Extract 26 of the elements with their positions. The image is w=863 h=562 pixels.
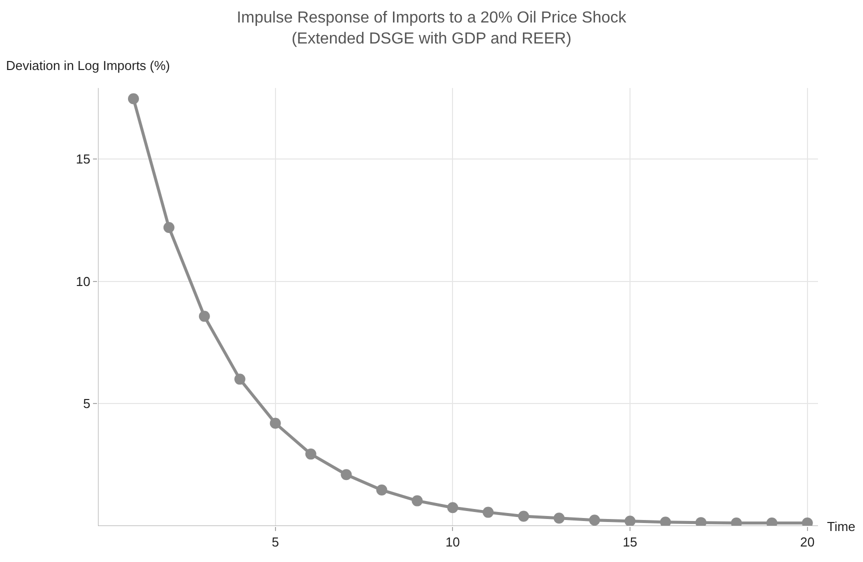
y-tick-label: 10 [76,274,90,289]
point [554,512,565,524]
chart-title: Impulse Response of Imports to a 20% Oil Price Shock (Extended DSGE with GDP and REER) [236,9,628,48]
x-axis-title: Time [827,519,856,534]
point [270,418,281,429]
y-tick-label: 15 [76,152,90,167]
point [482,506,494,518]
point [198,310,210,322]
point [163,222,174,233]
point [412,495,423,506]
point [340,469,352,480]
point [589,514,600,526]
point [376,484,388,496]
y-axis-title: Deviation in Log Imports (%) [6,58,170,73]
x-tick-label: 15 [622,534,638,550]
y-tick-label: 5 [83,396,90,412]
point [447,502,458,514]
point [234,374,246,385]
point [518,510,530,522]
point [624,516,636,526]
point [128,93,139,104]
point [305,448,316,460]
point [660,516,671,526]
x-tick-label: 20 [800,534,815,550]
x-tick-label: 10 [445,534,460,550]
x-tick-label: 5 [272,534,279,550]
